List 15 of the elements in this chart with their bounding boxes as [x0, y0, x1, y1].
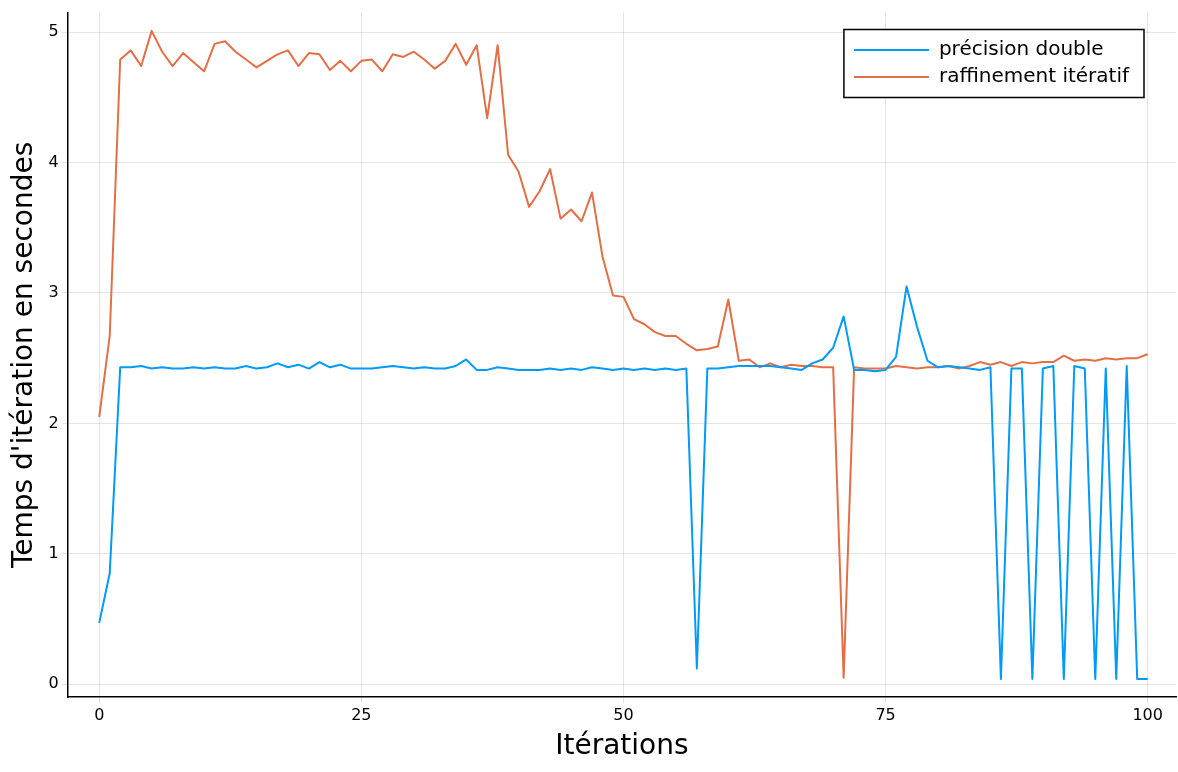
x-tick-label: 25	[351, 704, 372, 724]
y-tick-label: 5	[48, 21, 59, 41]
y-tick-label: 0	[48, 673, 59, 693]
legend-label: raffinement itératif	[938, 63, 1130, 88]
legend-label: précision double	[938, 36, 1104, 61]
x-axis-title: Itérations	[555, 728, 689, 762]
y-tick-label: 1	[48, 542, 59, 562]
y-tick-label: 4	[48, 151, 59, 171]
y-axis-title: Temps d'itération en secondes	[6, 141, 40, 570]
y-tick-label: 3	[48, 282, 59, 302]
x-tick-label: 50	[613, 704, 634, 724]
x-tick-label: 0	[94, 704, 105, 724]
y-tick-label: 2	[48, 412, 59, 432]
x-tick-label: 100	[1132, 704, 1163, 724]
x-tick-label: 75	[875, 704, 896, 724]
